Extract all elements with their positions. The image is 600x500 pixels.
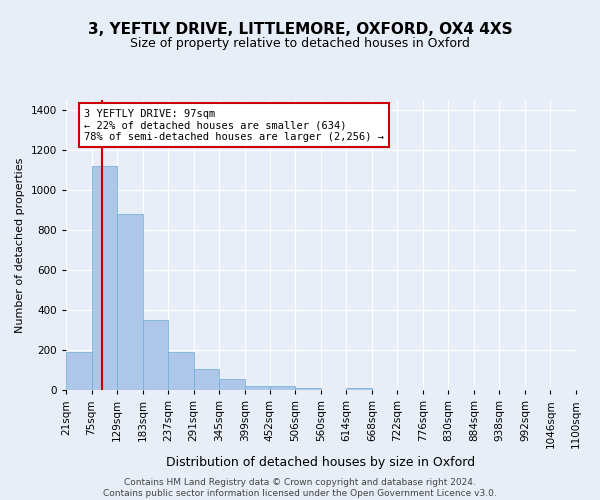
Text: Contains HM Land Registry data © Crown copyright and database right 2024.
Contai: Contains HM Land Registry data © Crown c… <box>103 478 497 498</box>
Text: 3 YEFTLY DRIVE: 97sqm
← 22% of detached houses are smaller (634)
78% of semi-det: 3 YEFTLY DRIVE: 97sqm ← 22% of detached … <box>84 108 384 142</box>
Bar <box>219 379 245 390</box>
Bar <box>346 388 372 390</box>
Bar <box>117 214 143 390</box>
Bar <box>194 369 219 390</box>
Bar <box>245 386 270 390</box>
Bar <box>143 320 168 390</box>
Bar <box>295 388 321 390</box>
X-axis label: Distribution of detached houses by size in Oxford: Distribution of detached houses by size … <box>166 456 476 469</box>
Text: Size of property relative to detached houses in Oxford: Size of property relative to detached ho… <box>130 38 470 51</box>
Y-axis label: Number of detached properties: Number of detached properties <box>15 158 25 332</box>
Bar <box>270 386 295 390</box>
Text: 3, YEFTLY DRIVE, LITTLEMORE, OXFORD, OX4 4XS: 3, YEFTLY DRIVE, LITTLEMORE, OXFORD, OX4… <box>88 22 512 38</box>
Bar <box>92 166 117 390</box>
Bar <box>66 352 92 390</box>
Bar <box>168 352 194 390</box>
